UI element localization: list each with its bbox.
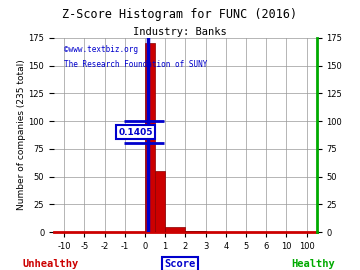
Text: Unhealthy: Unhealthy — [22, 259, 78, 269]
Text: The Research Foundation of SUNY: The Research Foundation of SUNY — [64, 60, 207, 69]
Bar — [145, 43, 155, 232]
Text: 0.1405: 0.1405 — [118, 128, 153, 137]
Bar — [165, 227, 185, 232]
Text: Score: Score — [165, 259, 195, 269]
Text: Healthy: Healthy — [291, 259, 335, 269]
Text: Industry: Banks: Industry: Banks — [133, 27, 227, 37]
Bar — [185, 231, 206, 232]
Text: ©www.textbiz.org: ©www.textbiz.org — [64, 45, 138, 54]
Y-axis label: Number of companies (235 total): Number of companies (235 total) — [17, 60, 26, 210]
Bar — [155, 171, 165, 232]
Text: Z-Score Histogram for FUNC (2016): Z-Score Histogram for FUNC (2016) — [62, 8, 298, 21]
